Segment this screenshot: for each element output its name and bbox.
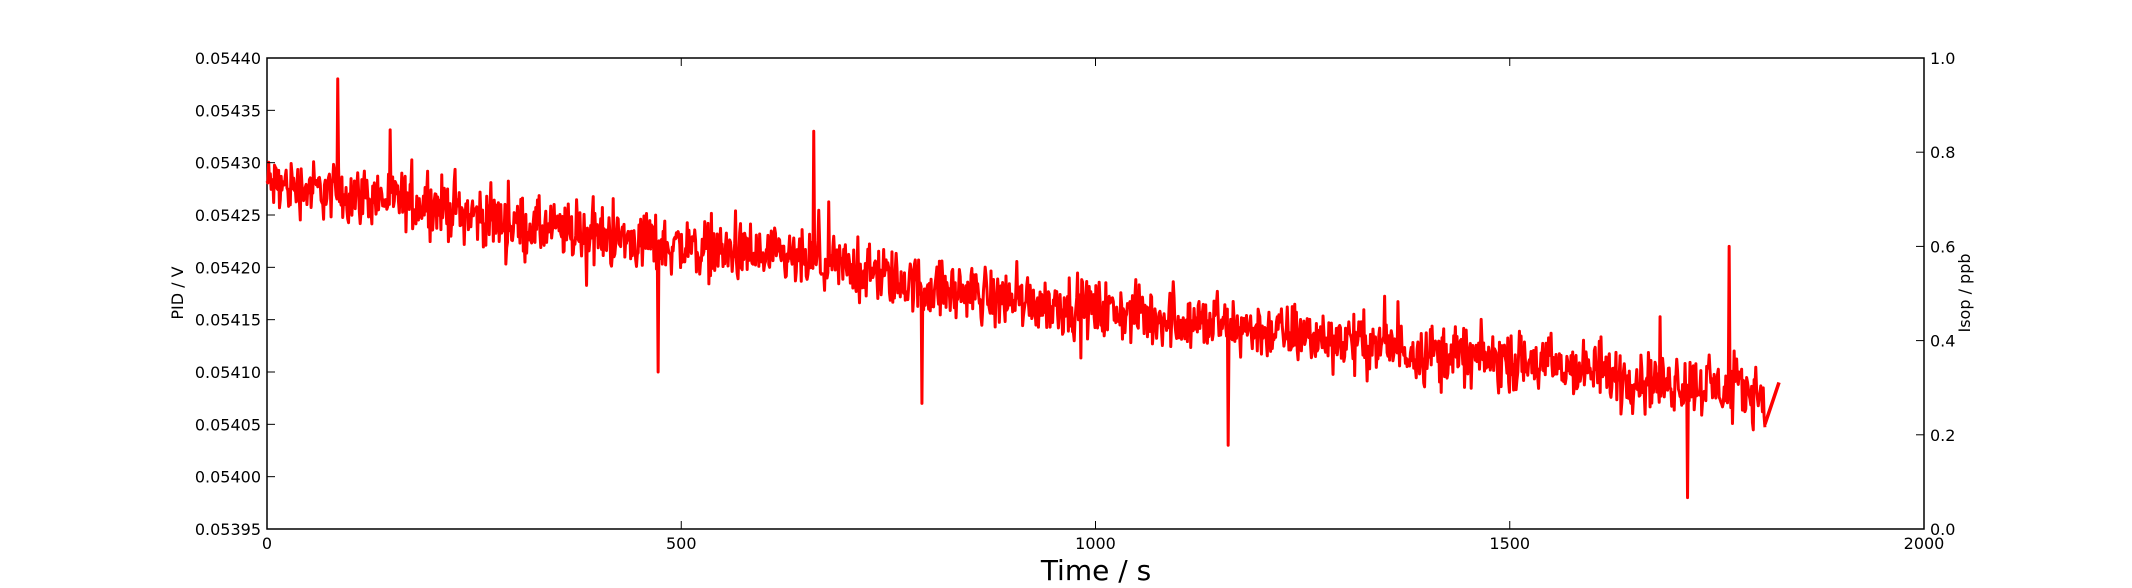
y-tick-label: 0.05410 <box>195 363 261 382</box>
y-tick-label: 0.05420 <box>195 258 261 277</box>
y-tick-label: 0.05400 <box>195 468 261 487</box>
x-tick-label: 0 <box>262 534 272 553</box>
y-tick-label: 0.05435 <box>195 101 261 120</box>
x-tick-label: 2000 <box>1904 534 1945 553</box>
y2-tick-label: 0.2 <box>1930 426 1955 445</box>
y-axis-right: 0.0 0.2 0.4 0.6 0.8 1.0 <box>1916 49 1955 539</box>
y2-tick-label: 0.4 <box>1930 332 1955 351</box>
y-tick-label: 0.05425 <box>195 206 261 225</box>
x-tick-label: 1500 <box>1489 534 1530 553</box>
y2-tick-label: 0.6 <box>1930 237 1955 256</box>
y2-axis-label: Isop / ppb <box>1955 253 1974 332</box>
plot-area <box>265 57 1925 530</box>
y2-tick-label: 0.8 <box>1930 143 1955 162</box>
y-tick-label: 0.05395 <box>195 520 261 539</box>
y-tick-label: 0.05430 <box>195 154 261 173</box>
y-tick-label: 0.05415 <box>195 311 261 330</box>
y-axis-left: 0.05395 0.05400 0.05405 0.05410 0.05415 0.054… <box>195 49 275 539</box>
series-layer <box>265 77 1781 500</box>
x-axis-label: Time / s <box>1040 554 1151 587</box>
y-tick-label: 0.05440 <box>195 49 261 68</box>
y-tick-label: 0.05405 <box>195 415 261 434</box>
x-tick-label: 500 <box>666 534 697 553</box>
y-axis-label: PID / V <box>168 266 187 319</box>
y2-tick-label: 0.0 <box>1930 520 1955 539</box>
y2-tick-label: 1.0 <box>1930 49 1955 68</box>
series-line <box>265 77 1767 500</box>
series-tail <box>1763 381 1781 425</box>
x-tick-label: 1000 <box>1075 534 1116 553</box>
x-axis: 0 500 1000 1500 2000 <box>262 58 1944 553</box>
